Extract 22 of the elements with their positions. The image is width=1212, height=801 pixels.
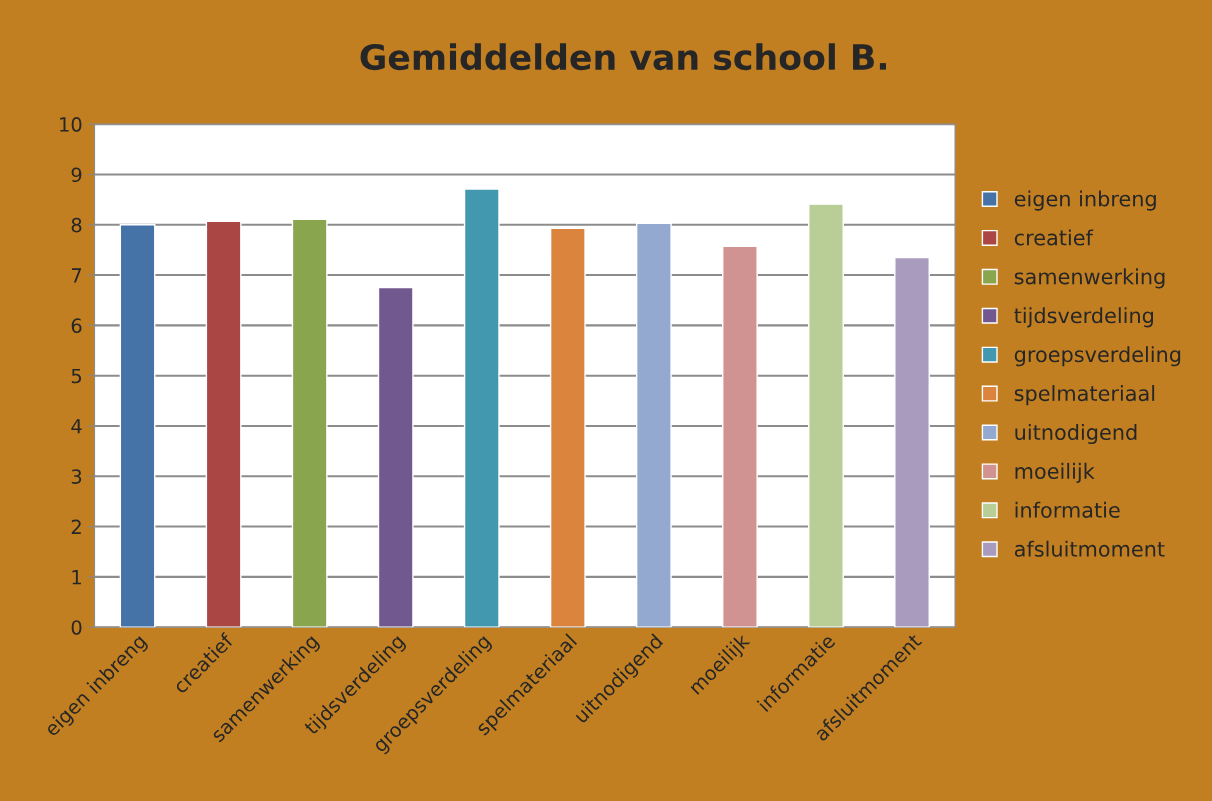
- y-tick-label: 5: [71, 368, 82, 384]
- legend-label: moeilijk: [1015, 462, 1095, 484]
- legend-label: creatief: [1014, 229, 1094, 246]
- legend-label: tijdsverdeling: [1014, 307, 1153, 328]
- y-tick-label: 7: [71, 268, 82, 283]
- legend-label: eigen inbreng: [1014, 190, 1156, 211]
- legend-label: informatie: [1015, 501, 1120, 518]
- y-tick-label: 10: [60, 117, 82, 132]
- y-tick-label: 1: [72, 570, 81, 585]
- legend-label: afsluitmoment: [1014, 540, 1165, 557]
- legend-label: samenwerking: [1014, 268, 1165, 289]
- chart-title: Gemiddelden van school B.: [360, 43, 886, 71]
- y-tick-label: 8: [71, 217, 82, 233]
- y-tick-label: 2: [71, 519, 81, 534]
- y-tick-label: 3: [71, 469, 82, 484]
- legend-label: groepsverdeling: [1014, 346, 1181, 367]
- legend-label: uitnodigend: [1015, 423, 1137, 445]
- y-tick-label: 6: [71, 318, 82, 334]
- y-tick-label: 0: [71, 620, 82, 635]
- y-tick-label: 4: [71, 419, 82, 434]
- y-tick-label: 9: [71, 167, 82, 183]
- legend-label: spelmateriaal: [1014, 385, 1155, 406]
